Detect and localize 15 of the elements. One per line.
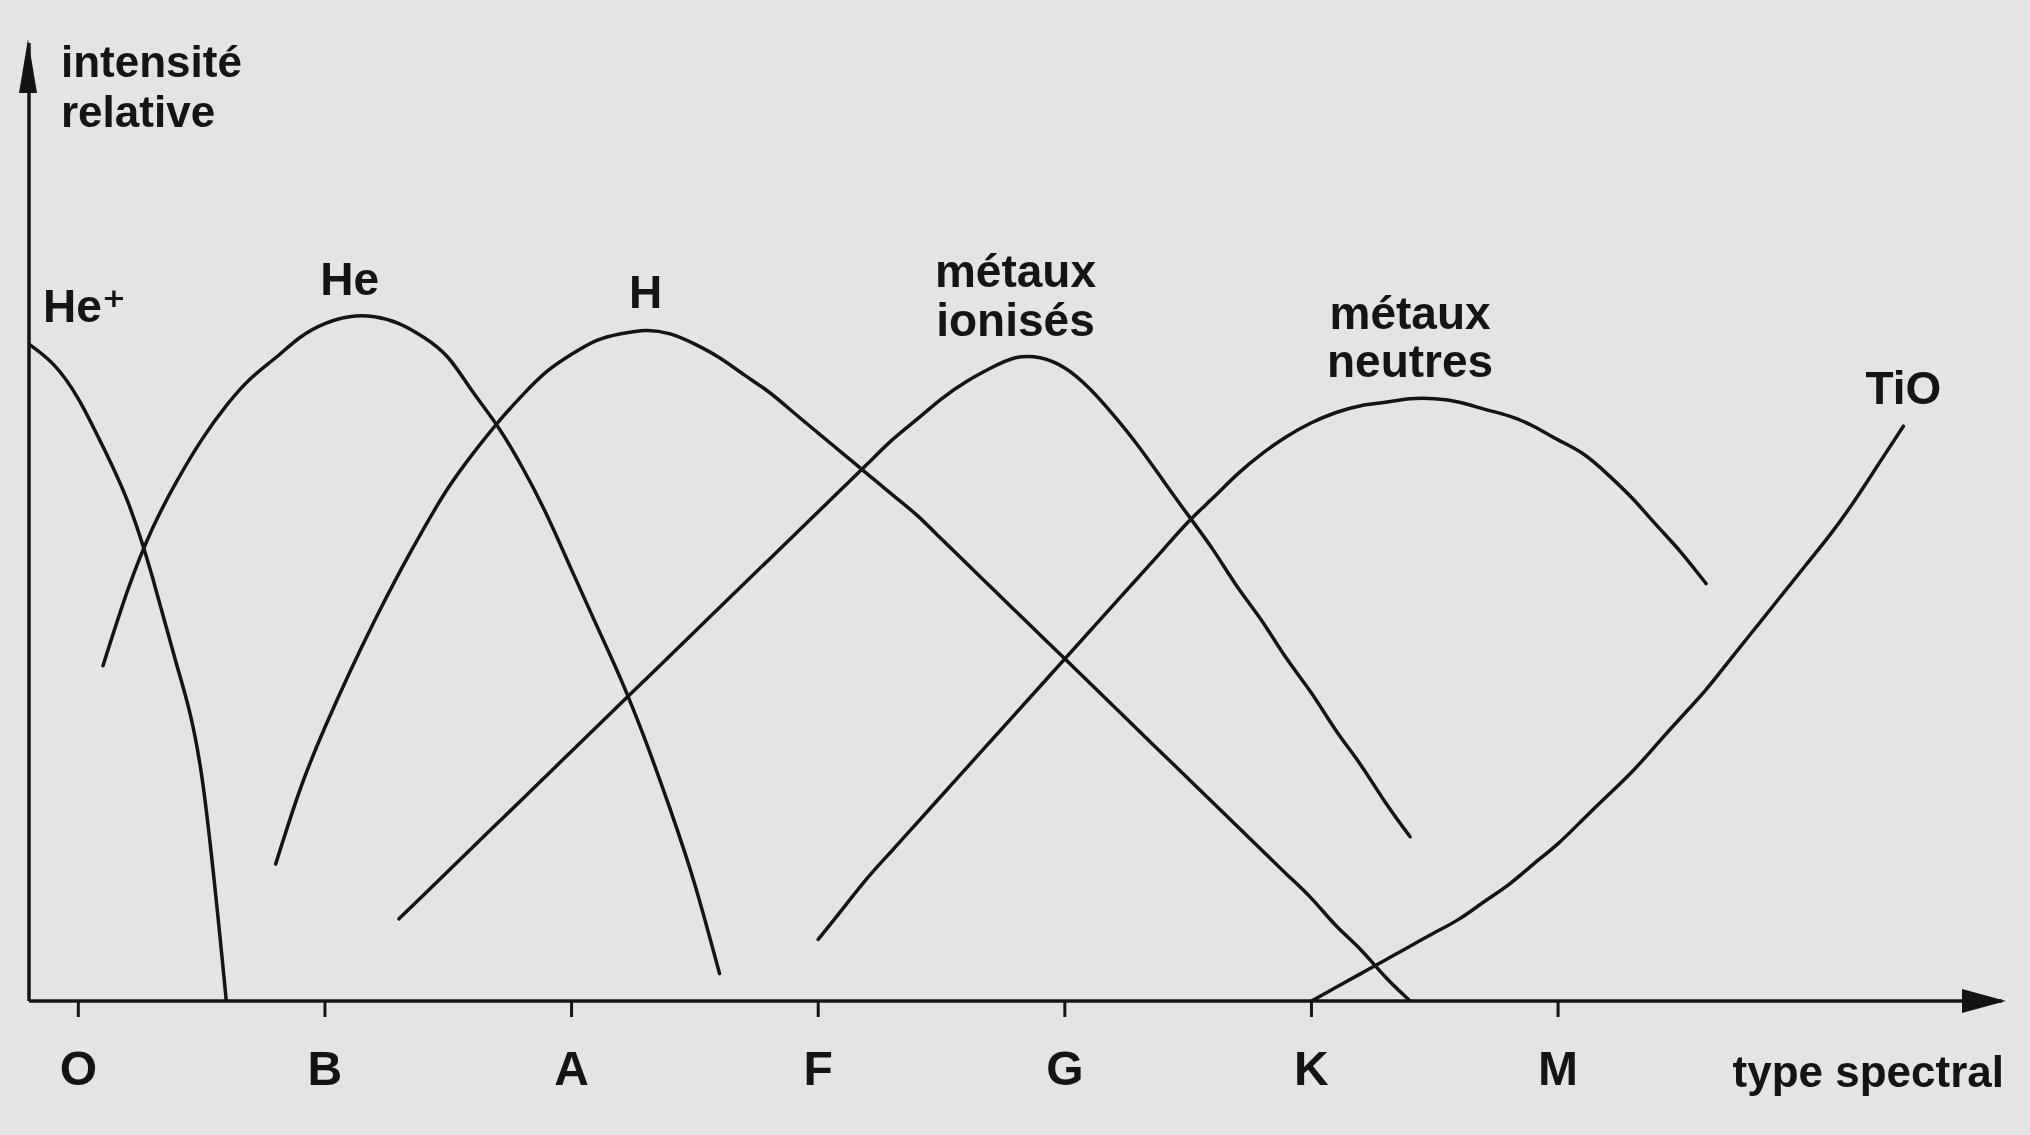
x-tick-label: A — [554, 1042, 589, 1096]
x-axis-title: type spectral — [1732, 1047, 2004, 1096]
x-tick-label: B — [307, 1042, 343, 1096]
series-label: He⁺ — [43, 280, 127, 333]
x-tick-label: G — [1046, 1042, 1084, 1096]
x-tick-label: K — [1294, 1042, 1330, 1096]
series-label: H — [628, 266, 663, 319]
x-tick-label: F — [803, 1042, 833, 1096]
x-tick-label: O — [59, 1042, 97, 1096]
series-label: métaux neutres — [1327, 286, 1494, 387]
y-axis-title: intensité relative — [61, 37, 242, 136]
series-label: TiO — [1865, 362, 1942, 415]
series-label: métaux ionisés — [934, 245, 1097, 346]
series-label: He — [320, 252, 380, 305]
x-tick-label: M — [1538, 1042, 1579, 1096]
